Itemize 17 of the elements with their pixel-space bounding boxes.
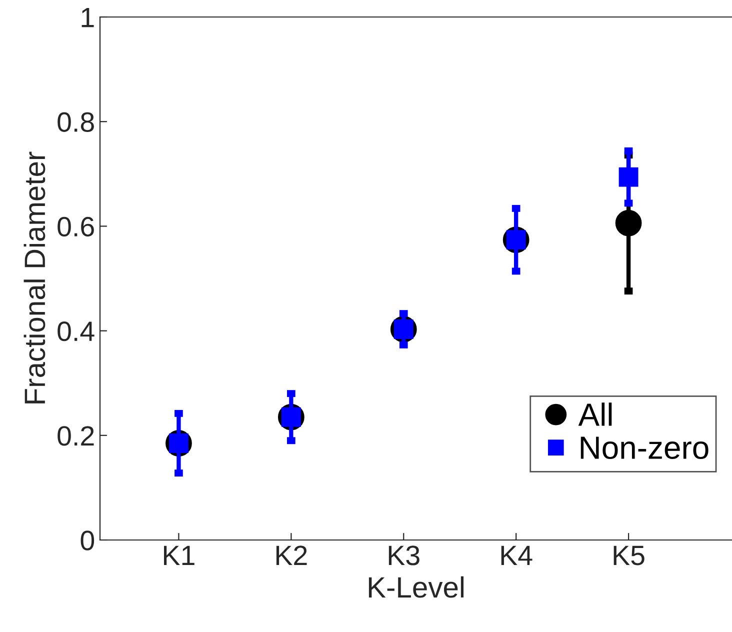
- legend-label: All: [578, 402, 612, 426]
- y-tick-label: 0.8: [58, 112, 94, 132]
- x-tick-label: K5: [614, 546, 644, 566]
- point: [618, 167, 638, 187]
- x-tick-label: K1: [164, 546, 194, 565]
- y-tick-label: 0.2: [58, 426, 94, 446]
- y-tick-label: 1: [82, 8, 94, 28]
- legend-label: Non-zero: [580, 436, 708, 460]
- x-tick-label: K3: [388, 546, 420, 566]
- y-tick-label: 0.4: [58, 321, 94, 342]
- y-axis-title: Fractional Diameter: [24, 152, 46, 404]
- y-tick-label: 0: [80, 530, 94, 550]
- x-tick-label: K2: [276, 546, 307, 565]
- x-tick-label: K4: [501, 546, 532, 565]
- x-axis-title: K-Level: [368, 576, 464, 598]
- point: [615, 210, 642, 236]
- y-tick-label: 0.6: [58, 216, 94, 237]
